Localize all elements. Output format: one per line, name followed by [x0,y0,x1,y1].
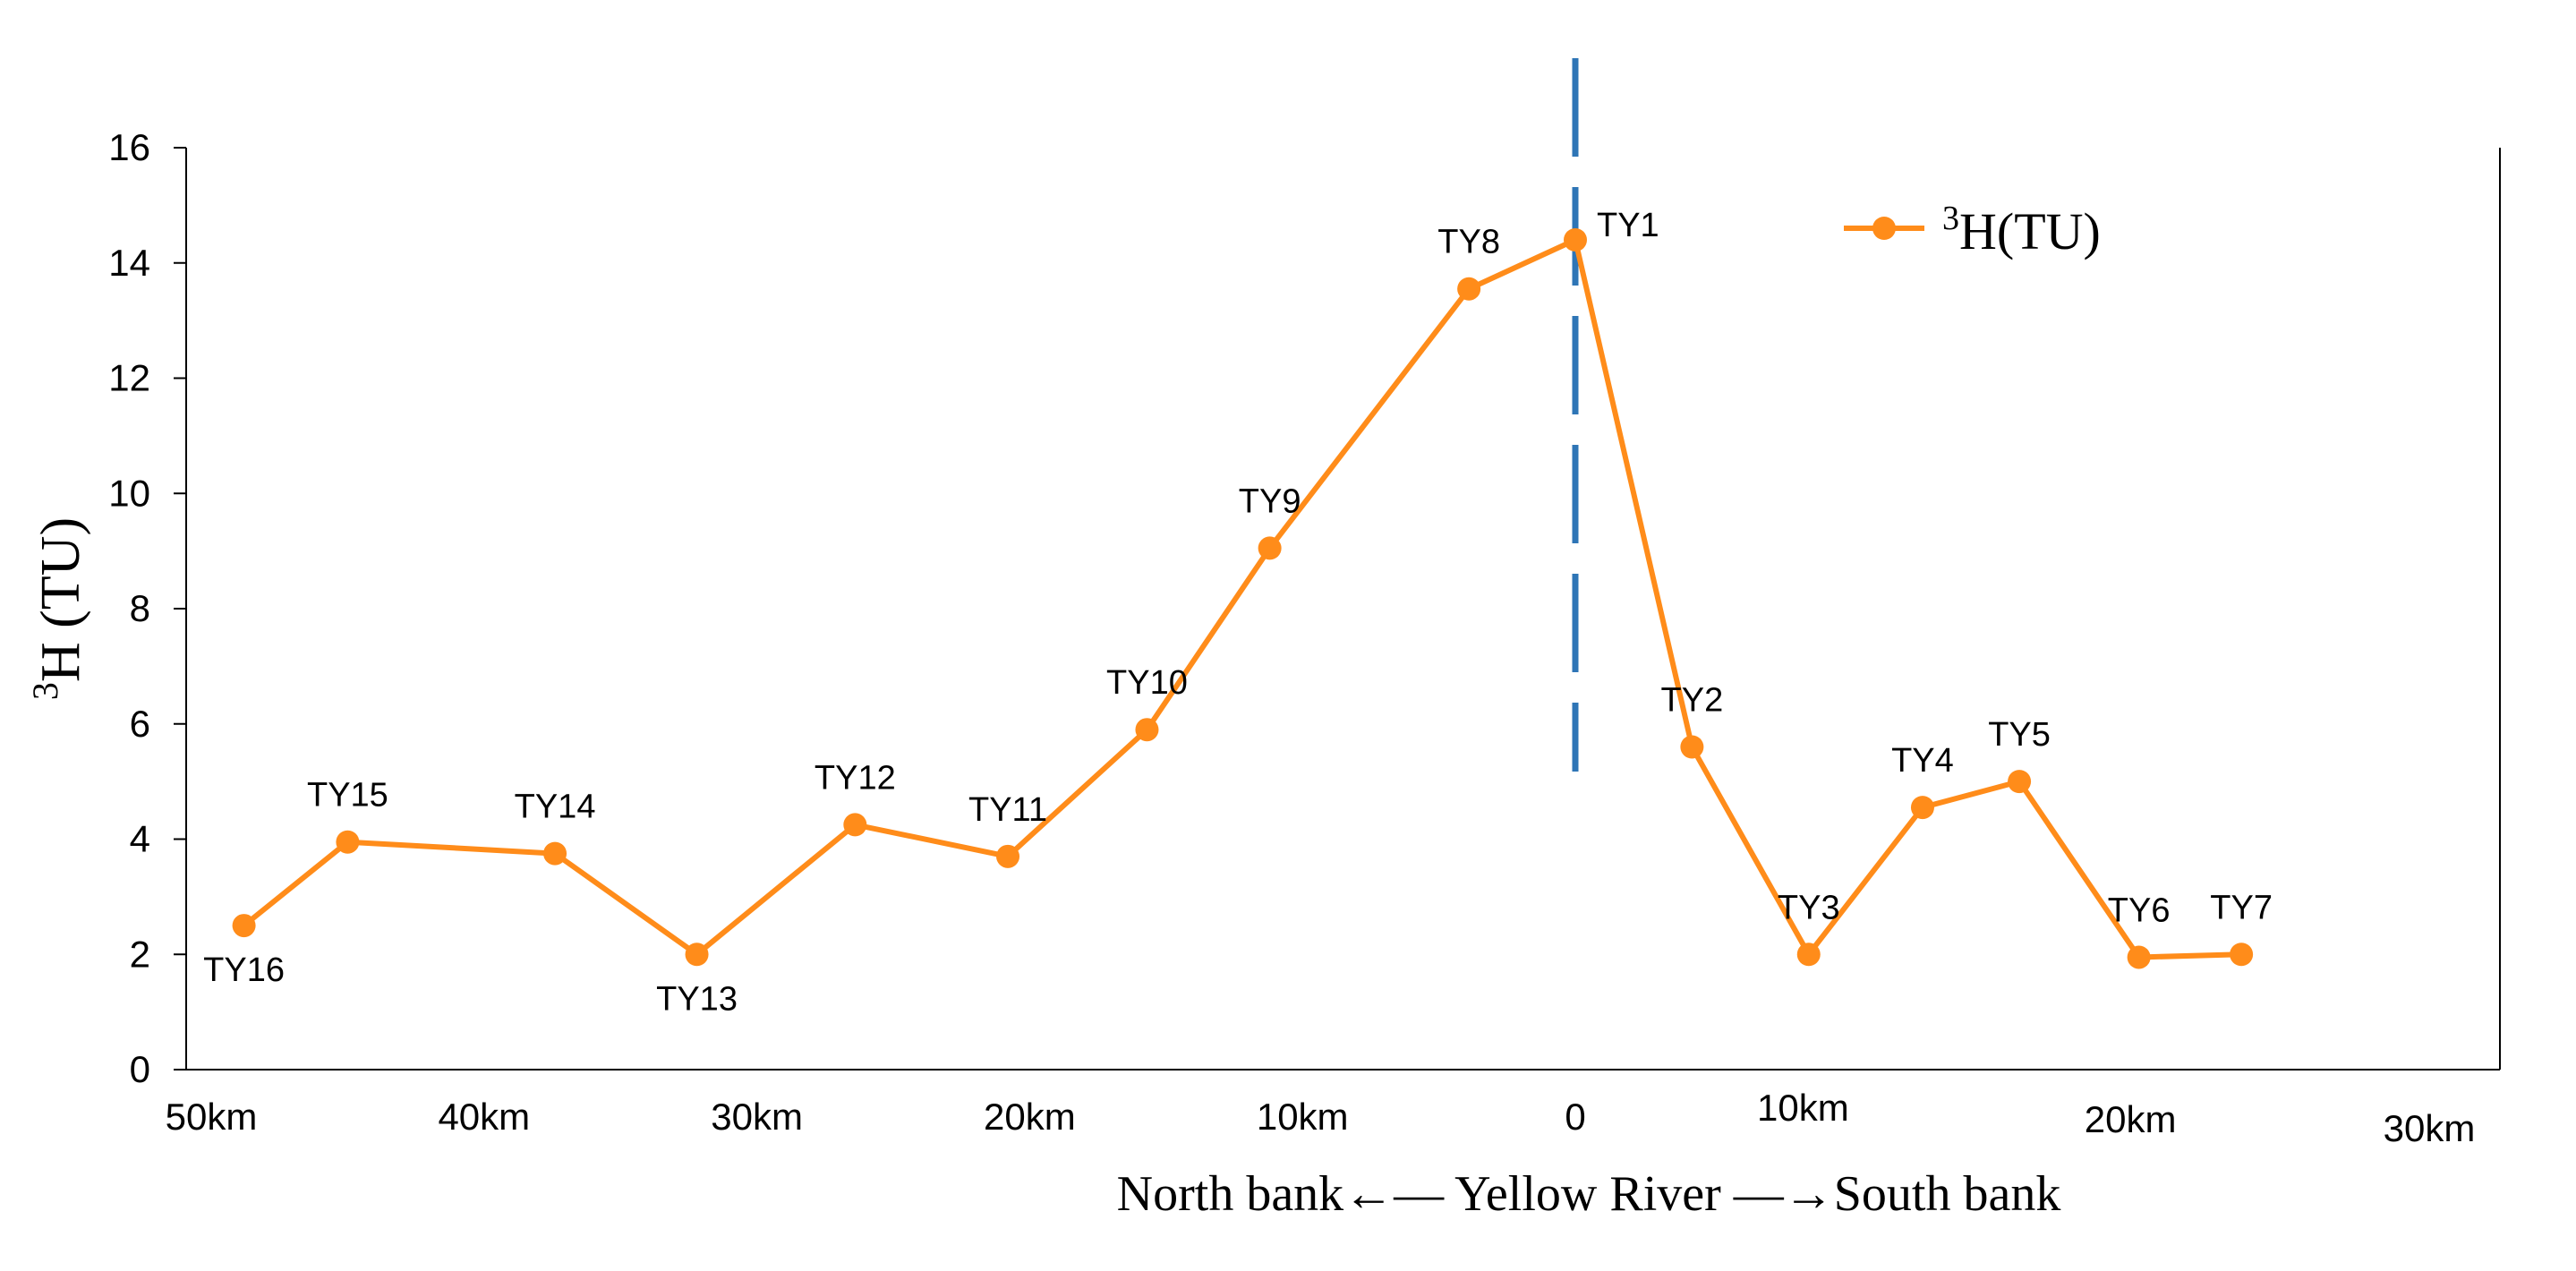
y-axis-title-sup: 3 [25,682,65,700]
data-point [1457,277,1481,301]
point-label: TY10 [1106,664,1188,702]
data-point [2127,945,2151,969]
legend: 3H(TU) [1844,200,2101,260]
legend-marker [1872,217,1896,240]
y-tick-label: 14 [108,242,150,284]
point-label: TY1 [1597,207,1659,244]
y-tick-label: 0 [130,1048,150,1090]
point-label: TY8 [1437,224,1500,261]
y-tick-label: 10 [108,472,150,514]
point-labels: TY16 TY15 TY14 TY13 TY12 TY11 TY10 TY9 TY8 TY1 TY2… [203,207,2273,1018]
point-label: TY5 [1988,716,2051,754]
x-tick-label: 20km [2085,1098,2177,1140]
data-point [232,914,256,938]
y-tick-label: 16 [108,126,150,168]
x-tick-label: 0 [1565,1096,1585,1138]
point-label: TY13 [656,980,738,1018]
y-tick-label: 8 [130,587,150,629]
data-point [1680,735,1704,759]
data-point [2230,943,2254,967]
x-tick-label: 40km [438,1096,530,1138]
point-label: TY3 [1778,889,1840,926]
point-label: TY12 [815,759,896,797]
x-axis-title: North bank←— Yellow River —→South bank [1117,1166,2061,1222]
data-point [336,830,360,854]
point-label: TY14 [515,789,596,826]
x-tick-label: 30km [711,1096,803,1138]
point-label: TY16 [203,951,285,989]
y-tick-label: 2 [130,933,150,975]
data-point [1564,228,1587,252]
series-line [242,237,2242,960]
data-point [996,844,1020,868]
point-label: TY4 [1891,742,1954,780]
point-label: TY11 [968,791,1047,829]
legend-label-sup: 3 [1942,200,1959,237]
data-point [1258,536,1282,560]
x-tick-label: 20km [984,1096,1076,1138]
data-point [2008,770,2032,794]
series-group [232,228,2254,969]
axes: 0 2 4 6 8 10 12 14 16 50km 40km 30km 20km 10km 0 10km 20… [25,126,2501,1222]
data-point [1796,943,1821,967]
point-label: TY9 [1239,482,1301,520]
data-point [1910,796,1934,820]
data-point [543,841,567,866]
data-point [1135,718,1159,742]
y-tick-label: 6 [130,703,150,745]
data-point [685,943,709,967]
x-tick-label: 30km [2384,1107,2476,1149]
y-tick-label: 4 [130,818,150,860]
y-axis-title-main: H (TU) [30,517,91,682]
legend-label: 3H(TU) [1942,200,2101,260]
point-label: TY15 [307,777,388,815]
x-tick-label: 50km [166,1096,258,1138]
point-label: TY6 [2108,891,2171,929]
point-label: TY2 [1661,682,1724,720]
data-point [843,813,867,837]
point-label: TY7 [2210,889,2273,926]
y-tick-label: 12 [108,357,150,399]
x-tick-label: 10km [1757,1087,1849,1129]
y-axis-title: 3H (TU) [25,517,91,700]
x-tick-label: 10km [1257,1096,1349,1138]
legend-label-main: H(TU) [1959,202,2101,260]
